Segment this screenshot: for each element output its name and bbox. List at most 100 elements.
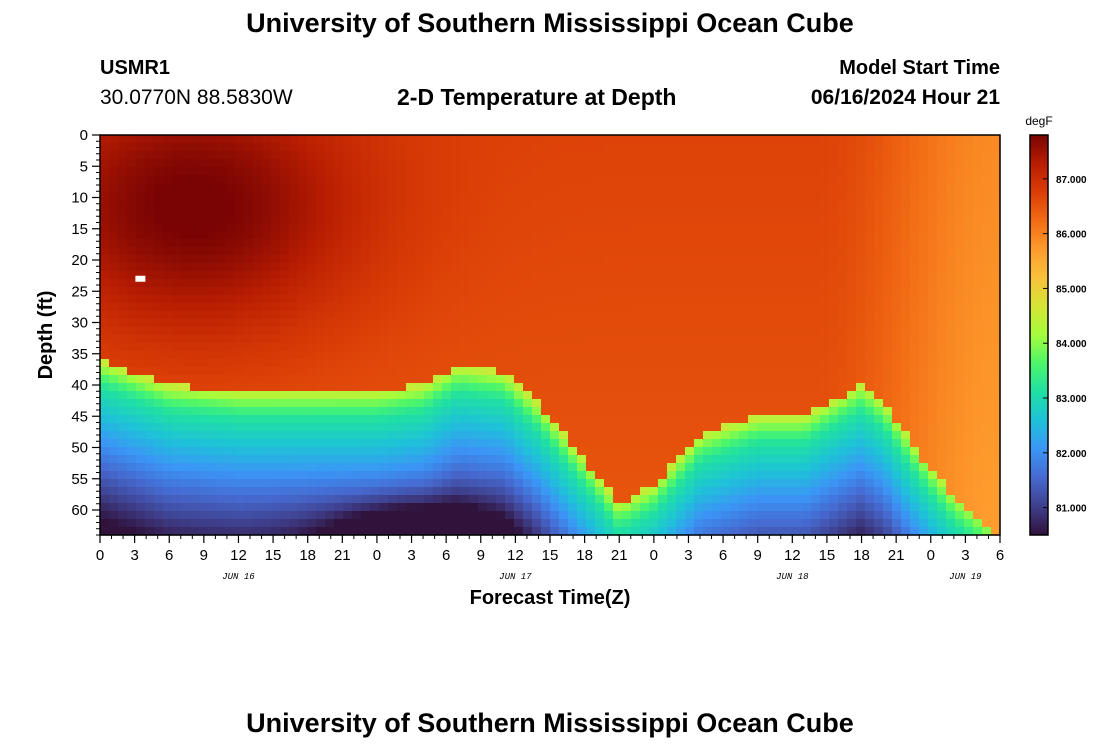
heatmap-cell	[694, 175, 704, 184]
heatmap-cell	[712, 271, 722, 280]
heatmap-cell	[460, 487, 470, 496]
heatmap-cell	[757, 455, 767, 464]
heatmap-cell	[649, 223, 659, 232]
heatmap-cell	[262, 263, 272, 272]
heatmap-cell	[865, 239, 875, 248]
heatmap-cell	[730, 231, 740, 240]
heatmap-cell	[559, 271, 569, 280]
heatmap-cell	[739, 351, 749, 360]
heatmap-cell	[712, 199, 722, 208]
heatmap-cell	[199, 311, 209, 320]
heatmap-cell	[352, 343, 362, 352]
heatmap-cell	[235, 287, 245, 296]
heatmap-cell	[829, 447, 839, 456]
heatmap-cell	[748, 375, 758, 384]
heatmap-cell	[145, 159, 155, 168]
heatmap-cell	[838, 351, 848, 360]
heatmap-cell	[496, 279, 506, 288]
heatmap-cell	[964, 511, 974, 520]
heatmap-cell	[451, 343, 461, 352]
heatmap-cell	[937, 511, 947, 520]
heatmap-cell	[208, 199, 218, 208]
heatmap-cell	[478, 455, 488, 464]
heatmap-cell	[406, 263, 416, 272]
heatmap-cell	[631, 319, 641, 328]
heatmap-cell	[793, 223, 803, 232]
heatmap-cell	[757, 151, 767, 160]
heatmap-cell	[352, 471, 362, 480]
heatmap-cell	[226, 455, 236, 464]
heatmap-cell	[847, 391, 857, 400]
heatmap-cell	[739, 223, 749, 232]
heatmap-cell	[910, 199, 920, 208]
heatmap-cell	[928, 327, 938, 336]
heatmap-cell	[343, 391, 353, 400]
heatmap-cell	[388, 183, 398, 192]
heatmap-cell	[325, 247, 335, 256]
heatmap-cell	[163, 351, 173, 360]
heatmap-cell	[640, 151, 650, 160]
heatmap-cell	[253, 351, 263, 360]
heatmap-cell	[127, 447, 137, 456]
heatmap-cell	[577, 503, 587, 512]
heatmap-cell	[523, 223, 533, 232]
heatmap-cell	[424, 239, 434, 248]
heatmap-cell	[343, 527, 353, 536]
heatmap-cell	[289, 351, 299, 360]
heatmap-cell	[136, 207, 146, 216]
heatmap-cell	[847, 455, 857, 464]
heatmap-cell	[136, 471, 146, 480]
heatmap-cell	[415, 247, 425, 256]
heatmap-cell	[442, 231, 452, 240]
heatmap-cell	[595, 175, 605, 184]
heatmap-cell	[757, 135, 767, 144]
heatmap-cell	[316, 271, 326, 280]
heatmap-cell	[604, 415, 614, 424]
heatmap-cell	[937, 383, 947, 392]
heatmap-cell	[703, 303, 713, 312]
heatmap-cell	[325, 327, 335, 336]
heatmap-cell	[982, 159, 992, 168]
heatmap-cell	[568, 455, 578, 464]
heatmap-cell	[352, 215, 362, 224]
heatmap-cell	[397, 343, 407, 352]
heatmap-cell	[955, 439, 965, 448]
heatmap-cell	[802, 431, 812, 440]
heatmap-cell	[874, 199, 884, 208]
heatmap-cell	[883, 383, 893, 392]
heatmap-cell	[388, 519, 398, 528]
heatmap-cell	[946, 471, 956, 480]
heatmap-cell	[883, 135, 893, 144]
heatmap-cell	[811, 215, 821, 224]
heatmap-cell	[802, 503, 812, 512]
heatmap-cell	[757, 311, 767, 320]
heatmap-cell	[847, 263, 857, 272]
heatmap-cell	[487, 223, 497, 232]
heatmap-cell	[685, 295, 695, 304]
heatmap-cell	[829, 415, 839, 424]
heatmap-cell	[640, 455, 650, 464]
heatmap-cell	[982, 423, 992, 432]
heatmap-cell	[982, 223, 992, 232]
heatmap-cell	[622, 215, 632, 224]
heatmap-cell	[685, 447, 695, 456]
heatmap-cell	[523, 351, 533, 360]
heatmap-cell	[361, 359, 371, 368]
heatmap-cell	[613, 527, 623, 536]
heatmap-cell	[343, 495, 353, 504]
heatmap-cell	[505, 319, 515, 328]
heatmap-cell	[613, 439, 623, 448]
heatmap-cell	[685, 471, 695, 480]
heatmap-cell	[658, 167, 668, 176]
heatmap-cell	[577, 359, 587, 368]
heatmap-cell	[973, 215, 983, 224]
heatmap-cell	[838, 135, 848, 144]
heatmap-cell	[847, 143, 857, 152]
heatmap-cell	[901, 327, 911, 336]
heatmap-cell	[316, 183, 326, 192]
heatmap-cell	[541, 519, 551, 528]
heatmap-cell	[910, 287, 920, 296]
heatmap-cell	[838, 279, 848, 288]
heatmap-cell	[244, 511, 254, 520]
heatmap-cell	[118, 439, 128, 448]
